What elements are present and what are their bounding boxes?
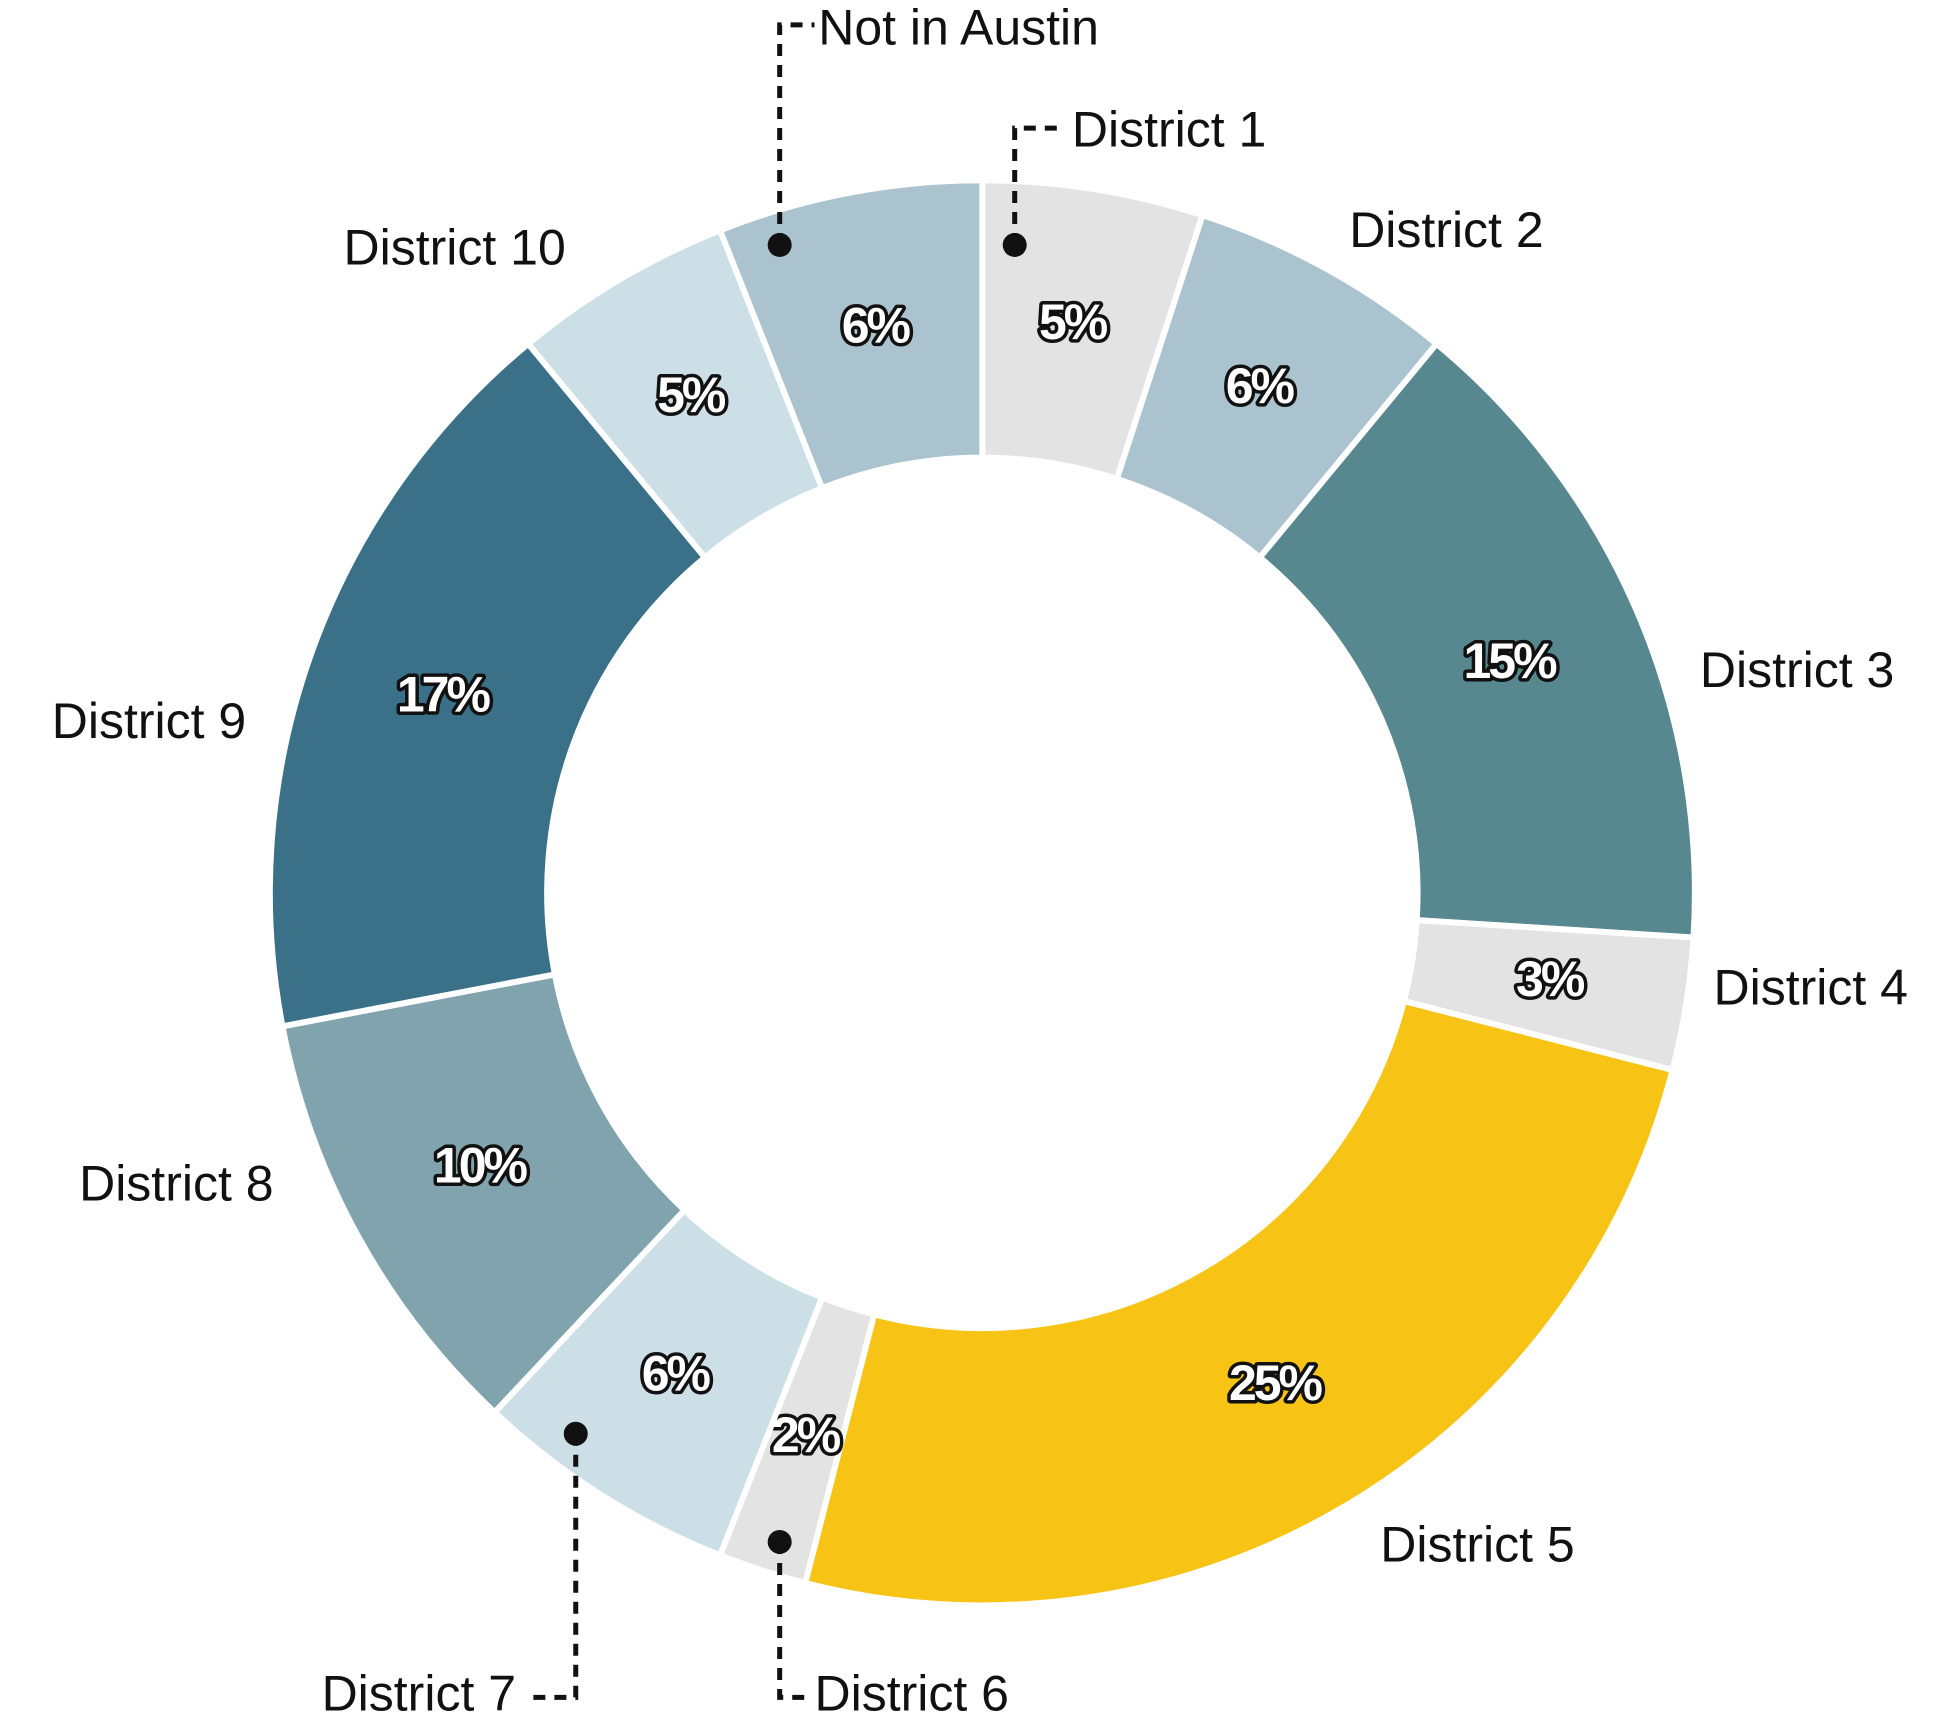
- value-label: 15%: [1464, 633, 1558, 689]
- leader-dot: [767, 1529, 792, 1554]
- slice: [266, 339, 710, 1030]
- slice: [278, 970, 689, 1417]
- category-label: District 3: [1700, 642, 1894, 698]
- leader-line: [777, 1541, 809, 1700]
- leader-dot: [1002, 232, 1027, 257]
- value-label: 6%: [1226, 358, 1295, 414]
- leader-line: [1012, 125, 1057, 245]
- value-label: 5%: [657, 367, 726, 423]
- category-label: District 1: [1072, 101, 1266, 157]
- value-label: 6%: [642, 1346, 711, 1402]
- leader-line: [777, 22, 815, 245]
- category-label: District 8: [79, 1156, 273, 1212]
- category-label: District 7: [322, 1666, 516, 1722]
- value-label: 3%: [1516, 951, 1585, 1007]
- value-label: 6%: [842, 297, 911, 353]
- value-label: 17%: [397, 667, 491, 723]
- leader-dot: [767, 232, 792, 257]
- value-label: 5%: [1039, 294, 1108, 350]
- value-label: 25%: [1229, 1355, 1323, 1411]
- category-label: District 6: [814, 1666, 1008, 1722]
- category-label: District 10: [344, 219, 566, 275]
- leader-line: [524, 1433, 579, 1700]
- category-label: District 5: [1380, 1516, 1574, 1572]
- category-label: Not in Austin: [818, 0, 1099, 55]
- category-label: District 9: [52, 693, 246, 749]
- category-label: District 4: [1714, 959, 1908, 1015]
- value-label: 2%: [772, 1407, 841, 1463]
- slice: [716, 177, 986, 493]
- category-label: District 2: [1349, 202, 1543, 258]
- value-label: 10%: [434, 1138, 528, 1194]
- leader-dot: [563, 1421, 588, 1446]
- slice: [1255, 339, 1698, 941]
- slice: [801, 997, 1677, 1609]
